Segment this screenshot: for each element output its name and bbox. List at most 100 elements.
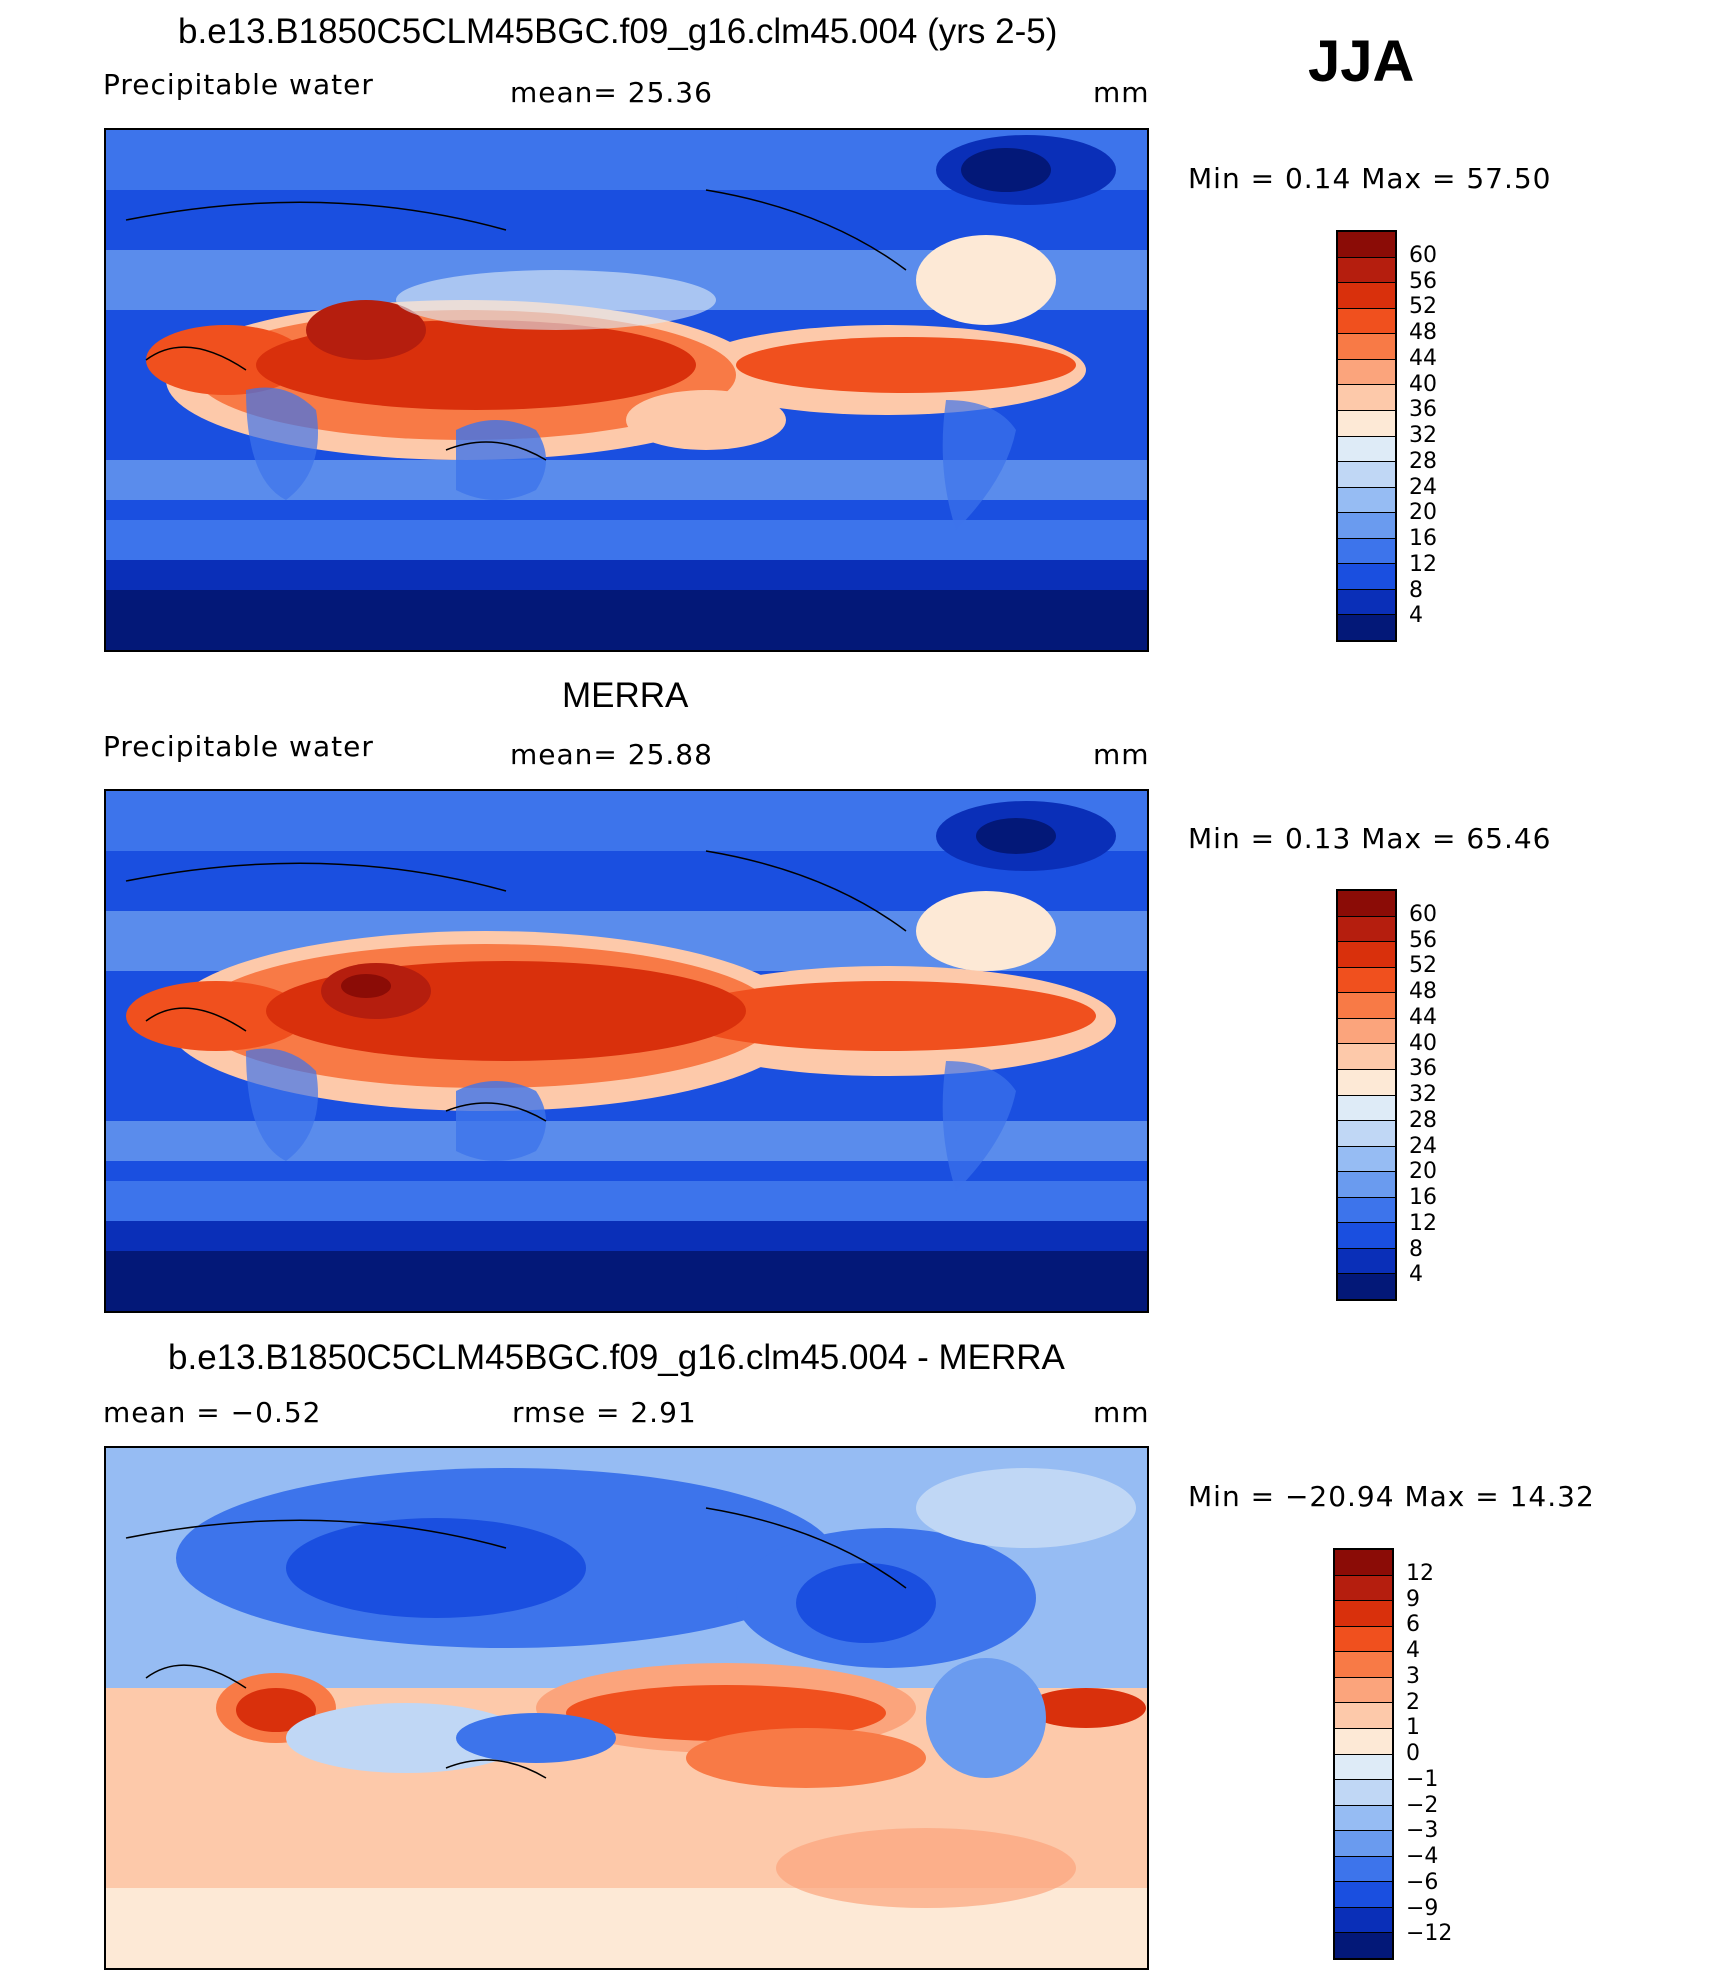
panel-1-units: mm [1093,76,1150,109]
colorbar-tick-label: −9 [1406,1895,1439,1921]
colorbar-segment [1338,1223,1395,1249]
colorbar-tick-label: 36 [1409,1056,1437,1082]
colorbar-segment [1338,1248,1395,1275]
colorbar-segment [1338,1095,1395,1122]
colorbar-segment [1338,283,1395,309]
colorbar-tick-label: 8 [1409,577,1423,603]
colorbar-segment [1338,564,1395,590]
colorbar-segment [1338,232,1395,258]
panel-2-colorbar [1336,889,1397,1301]
colorbar-segment [1338,1146,1395,1173]
colorbar-segment [1338,334,1395,360]
panel-3-mean: mean = −0.52 [103,1396,322,1429]
colorbar-segment [1335,1805,1392,1832]
panel-1-title: b.e13.B1850C5CLM45BGC.f09_g16.clm45.004 … [178,12,1058,51]
panel-3-rmse: rmse = 2.91 [512,1396,697,1429]
colorbar-tick-label: 28 [1409,1107,1437,1133]
colorbar-segment [1335,1907,1392,1934]
colorbar-tick-label: 4 [1406,1638,1420,1663]
colorbar-segment [1338,615,1395,640]
colorbar-segment [1335,1728,1392,1755]
colorbar-tick-label: 1 [1406,1715,1420,1741]
colorbar-tick-label: −12 [1406,1921,1453,1947]
colorbar-segment [1335,1933,1392,1958]
colorbar-tick-label: 4 [1409,603,1423,629]
panel-2-minmax: Min = 0.13 Max = 65.46 [1188,822,1552,855]
colorbar-tick-label: 40 [1409,371,1437,397]
colorbar-segment [1338,487,1395,514]
colorbar-tick-label: −1 [1406,1766,1439,1792]
colorbar-tick-label: 32 [1409,423,1437,448]
panel-2-map [104,789,1149,1313]
colorbar-segment [1338,385,1395,411]
colorbar-tick-label: 48 [1409,320,1437,345]
colorbar-segment [1338,462,1395,488]
colorbar-tick-label: 16 [1409,1185,1437,1210]
colorbar-tick-label: 44 [1409,1004,1437,1030]
colorbar-segment [1335,1550,1392,1576]
colorbar-segment [1338,436,1395,463]
colorbar-segment [1335,1626,1392,1653]
panel-3-units: mm [1093,1396,1150,1429]
colorbar-segment [1335,1780,1392,1806]
colorbar-tick-label: −4 [1406,1844,1439,1869]
panel-3-colorbar [1333,1548,1394,1960]
colorbar-segment [1338,1018,1395,1045]
colorbar-segment [1338,891,1395,917]
panel-3-map [104,1446,1149,1970]
colorbar-tick-label: 0 [1406,1741,1420,1766]
colorbar-segment [1338,993,1395,1019]
colorbar-segment [1338,1044,1395,1070]
colorbar-segment [1338,410,1395,437]
colorbar-segment [1335,1601,1392,1627]
colorbar-tick-label: 8 [1409,1236,1423,1262]
panel-1-mean: mean= 25.36 [510,76,713,109]
panel-3-minmax: Min = −20.94 Max = 14.32 [1188,1480,1595,1513]
colorbar-tick-label: 6 [1406,1612,1420,1638]
colorbar-segment [1338,916,1395,943]
colorbar-segment [1338,1172,1395,1198]
panel-1-colorbar [1336,230,1397,642]
colorbar-tick-label: 3 [1406,1663,1420,1689]
colorbar-segment [1338,359,1395,386]
colorbar-segment [1335,1831,1392,1857]
colorbar-tick-label: 28 [1409,448,1437,474]
colorbar-tick-label: 24 [1409,1133,1437,1159]
colorbar-tick-label: 52 [1409,294,1437,320]
colorbar-tick-label: 12 [1406,1560,1434,1586]
colorbar-tick-label: 20 [1409,500,1437,526]
colorbar-tick-label: 32 [1409,1082,1437,1107]
colorbar-segment [1335,1754,1392,1781]
colorbar-tick-label: 12 [1409,551,1437,577]
colorbar-tick-label: 20 [1409,1159,1437,1185]
colorbar-segment [1335,1882,1392,1908]
season-label: JJA [1308,29,1415,94]
colorbar-tick-label: −3 [1406,1818,1439,1844]
panel-2-field [106,791,1147,1311]
colorbar-segment [1335,1856,1392,1883]
panel-1-field-label: Precipitable water [103,68,374,101]
colorbar-tick-label: 36 [1409,397,1437,423]
colorbar-tick-label: 52 [1409,953,1437,979]
colorbar-segment [1338,967,1395,994]
colorbar-tick-label: 48 [1409,979,1437,1004]
panel-2-title: MERRA [562,676,689,715]
colorbar-segment [1338,1197,1395,1224]
panel-1-map [104,128,1149,652]
panel-2-field-label: Precipitable water [103,730,374,763]
colorbar-tick-label: 24 [1409,474,1437,500]
panel-1-field [106,130,1147,650]
colorbar-segment [1335,1703,1392,1729]
colorbar-tick-label: −2 [1406,1792,1439,1818]
panel-2-units: mm [1093,738,1150,771]
colorbar-segment [1338,942,1395,968]
colorbar-tick-label: 56 [1409,268,1437,294]
colorbar-segment [1338,257,1395,284]
colorbar-tick-label: 12 [1409,1210,1437,1236]
colorbar-segment [1335,1677,1392,1704]
colorbar-tick-label: 9 [1406,1586,1420,1612]
colorbar-tick-label: 60 [1409,901,1437,927]
panel-3-title: b.e13.B1850C5CLM45BGC.f09_g16.clm45.004 … [168,1338,1065,1377]
colorbar-segment [1338,538,1395,565]
panel-2-mean: mean= 25.88 [510,738,713,771]
